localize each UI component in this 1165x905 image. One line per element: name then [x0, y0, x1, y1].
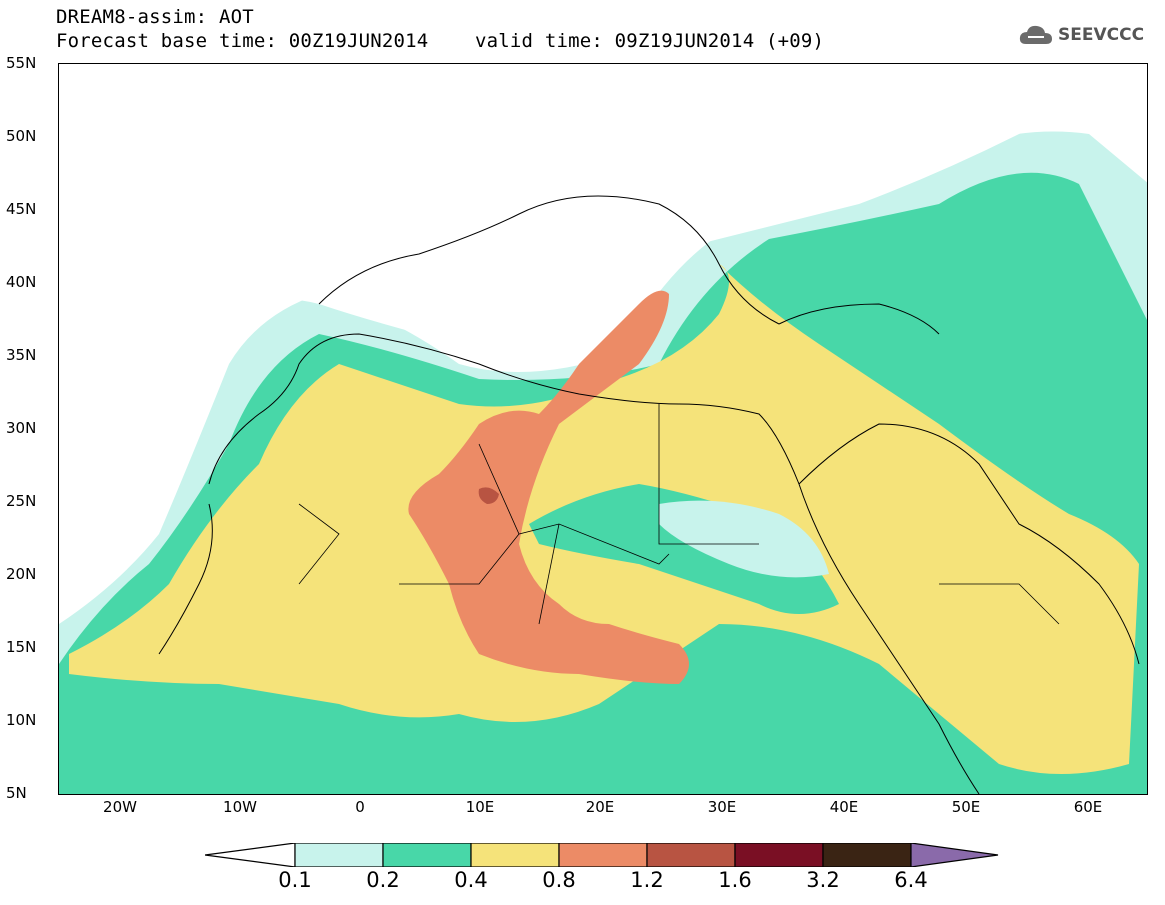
aot-band-0-1-inner	[659, 500, 829, 578]
lat-label: 30N	[6, 419, 37, 437]
aot-map	[58, 63, 1148, 795]
colorbar-max-arrow	[910, 843, 999, 867]
colorbar-swatch	[646, 843, 736, 867]
map-subtitle: Forecast base time: 00Z19JUN2014 valid t…	[56, 30, 825, 52]
aot-band-0-2-inner	[529, 484, 839, 614]
lat-label: 35N	[6, 346, 37, 364]
lon-label: 60E	[1073, 798, 1103, 816]
lat-label: 40N	[6, 273, 37, 291]
map-title: DREAM8-assim: AOT	[56, 6, 254, 28]
lon-label: 30E	[707, 798, 737, 816]
colorbar-label: 0.4	[454, 868, 488, 892]
lon-label: 20W	[103, 798, 137, 816]
lon-label: 0	[355, 798, 365, 816]
colorbar	[205, 843, 999, 867]
lat-label: 5N	[6, 784, 27, 802]
colorbar-label: 0.8	[542, 868, 576, 892]
aot-band-1-2	[478, 487, 499, 504]
colorbar-swatch	[470, 843, 560, 867]
aot-band-0-8	[408, 290, 689, 684]
colorbar-label: 1.6	[718, 868, 752, 892]
lon-label: 10E	[465, 798, 495, 816]
lat-label: 50N	[6, 127, 37, 145]
lat-label: 45N	[6, 200, 37, 218]
seevccc-logo: SEEVCCC	[1018, 22, 1144, 48]
cloud-icon	[1019, 25, 1052, 44]
aot-clear-europe	[59, 64, 1147, 364]
colorbar-label: 1.2	[630, 868, 664, 892]
logo-text: SEEVCCC	[1058, 25, 1145, 45]
colorbar-swatch	[558, 843, 648, 867]
aot-field	[59, 64, 1147, 794]
colorbar-label: 0.2	[366, 868, 400, 892]
lat-label: 20N	[6, 565, 37, 583]
country-borders	[298, 404, 1060, 625]
lon-label: 20E	[585, 798, 615, 816]
colorbar-swatch	[822, 843, 912, 867]
colorbar-min-arrow	[205, 843, 296, 867]
lat-label: 10N	[6, 711, 37, 729]
lon-label: 10W	[223, 798, 257, 816]
colorbar-swatch	[382, 843, 472, 867]
colorbar-label: 6.4	[894, 868, 928, 892]
lat-label: 25N	[6, 492, 37, 510]
colorbar-label: 0.1	[278, 868, 312, 892]
colorbar-swatch	[294, 843, 384, 867]
lon-label: 50E	[951, 798, 981, 816]
colorbar-swatch	[734, 843, 824, 867]
colorbar-label: 3.2	[806, 868, 840, 892]
lat-label: 15N	[6, 638, 37, 656]
lat-label: 55N	[6, 54, 37, 72]
lon-label: 40E	[829, 798, 859, 816]
coastlines	[158, 195, 1140, 794]
